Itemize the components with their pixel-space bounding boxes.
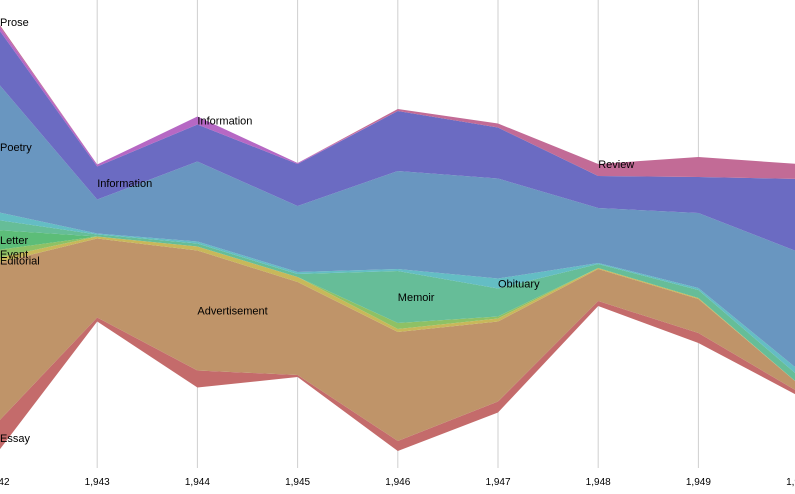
x-tick-label: 1,946 [385, 477, 410, 488]
x-tick-label: 1,944 [185, 477, 210, 488]
stream-layers [0, 21, 795, 451]
layer-information-8[interactable] [0, 27, 795, 252]
x-tick-label: 1,945 [285, 477, 310, 488]
x-tick-label: 1,942 [0, 477, 10, 488]
layer-advertisement-1[interactable] [0, 238, 795, 442]
x-tick-label: 1,943 [85, 477, 110, 488]
layer-label-review: Review [598, 159, 634, 171]
x-tick-label: 1,948 [586, 477, 611, 488]
layer-label-information: Information [197, 116, 252, 128]
layer-label-poetry: Poetry [0, 142, 32, 154]
layer-label-information: Information [97, 178, 152, 190]
x-axis-ticks: 1,942 1,943 1,944 1,945 1,946 1,947 1,948 1,949… [0, 477, 795, 488]
x-tick-label: 1,950 [786, 477, 795, 488]
layer-label-memoir: Memoir [398, 292, 435, 304]
layer-prose-10[interactable] [0, 21, 795, 179]
layer-label-editorial: Editorial [0, 256, 40, 268]
layer-label-event: Event [0, 249, 28, 261]
x-tick-label: 1,947 [485, 477, 510, 488]
layer-label-prose: Prose [0, 17, 29, 29]
layer-label-obituary: Obituary [498, 279, 540, 291]
x-tick-label: 1,949 [686, 477, 711, 488]
layer-memoir-5[interactable] [0, 220, 795, 384]
layer-label-advertisement: Advertisement [197, 306, 267, 318]
layer-poetry-7[interactable] [0, 82, 795, 370]
layer-label-essay: Essay [0, 433, 30, 445]
layer-label-letter: Letter [0, 235, 28, 247]
